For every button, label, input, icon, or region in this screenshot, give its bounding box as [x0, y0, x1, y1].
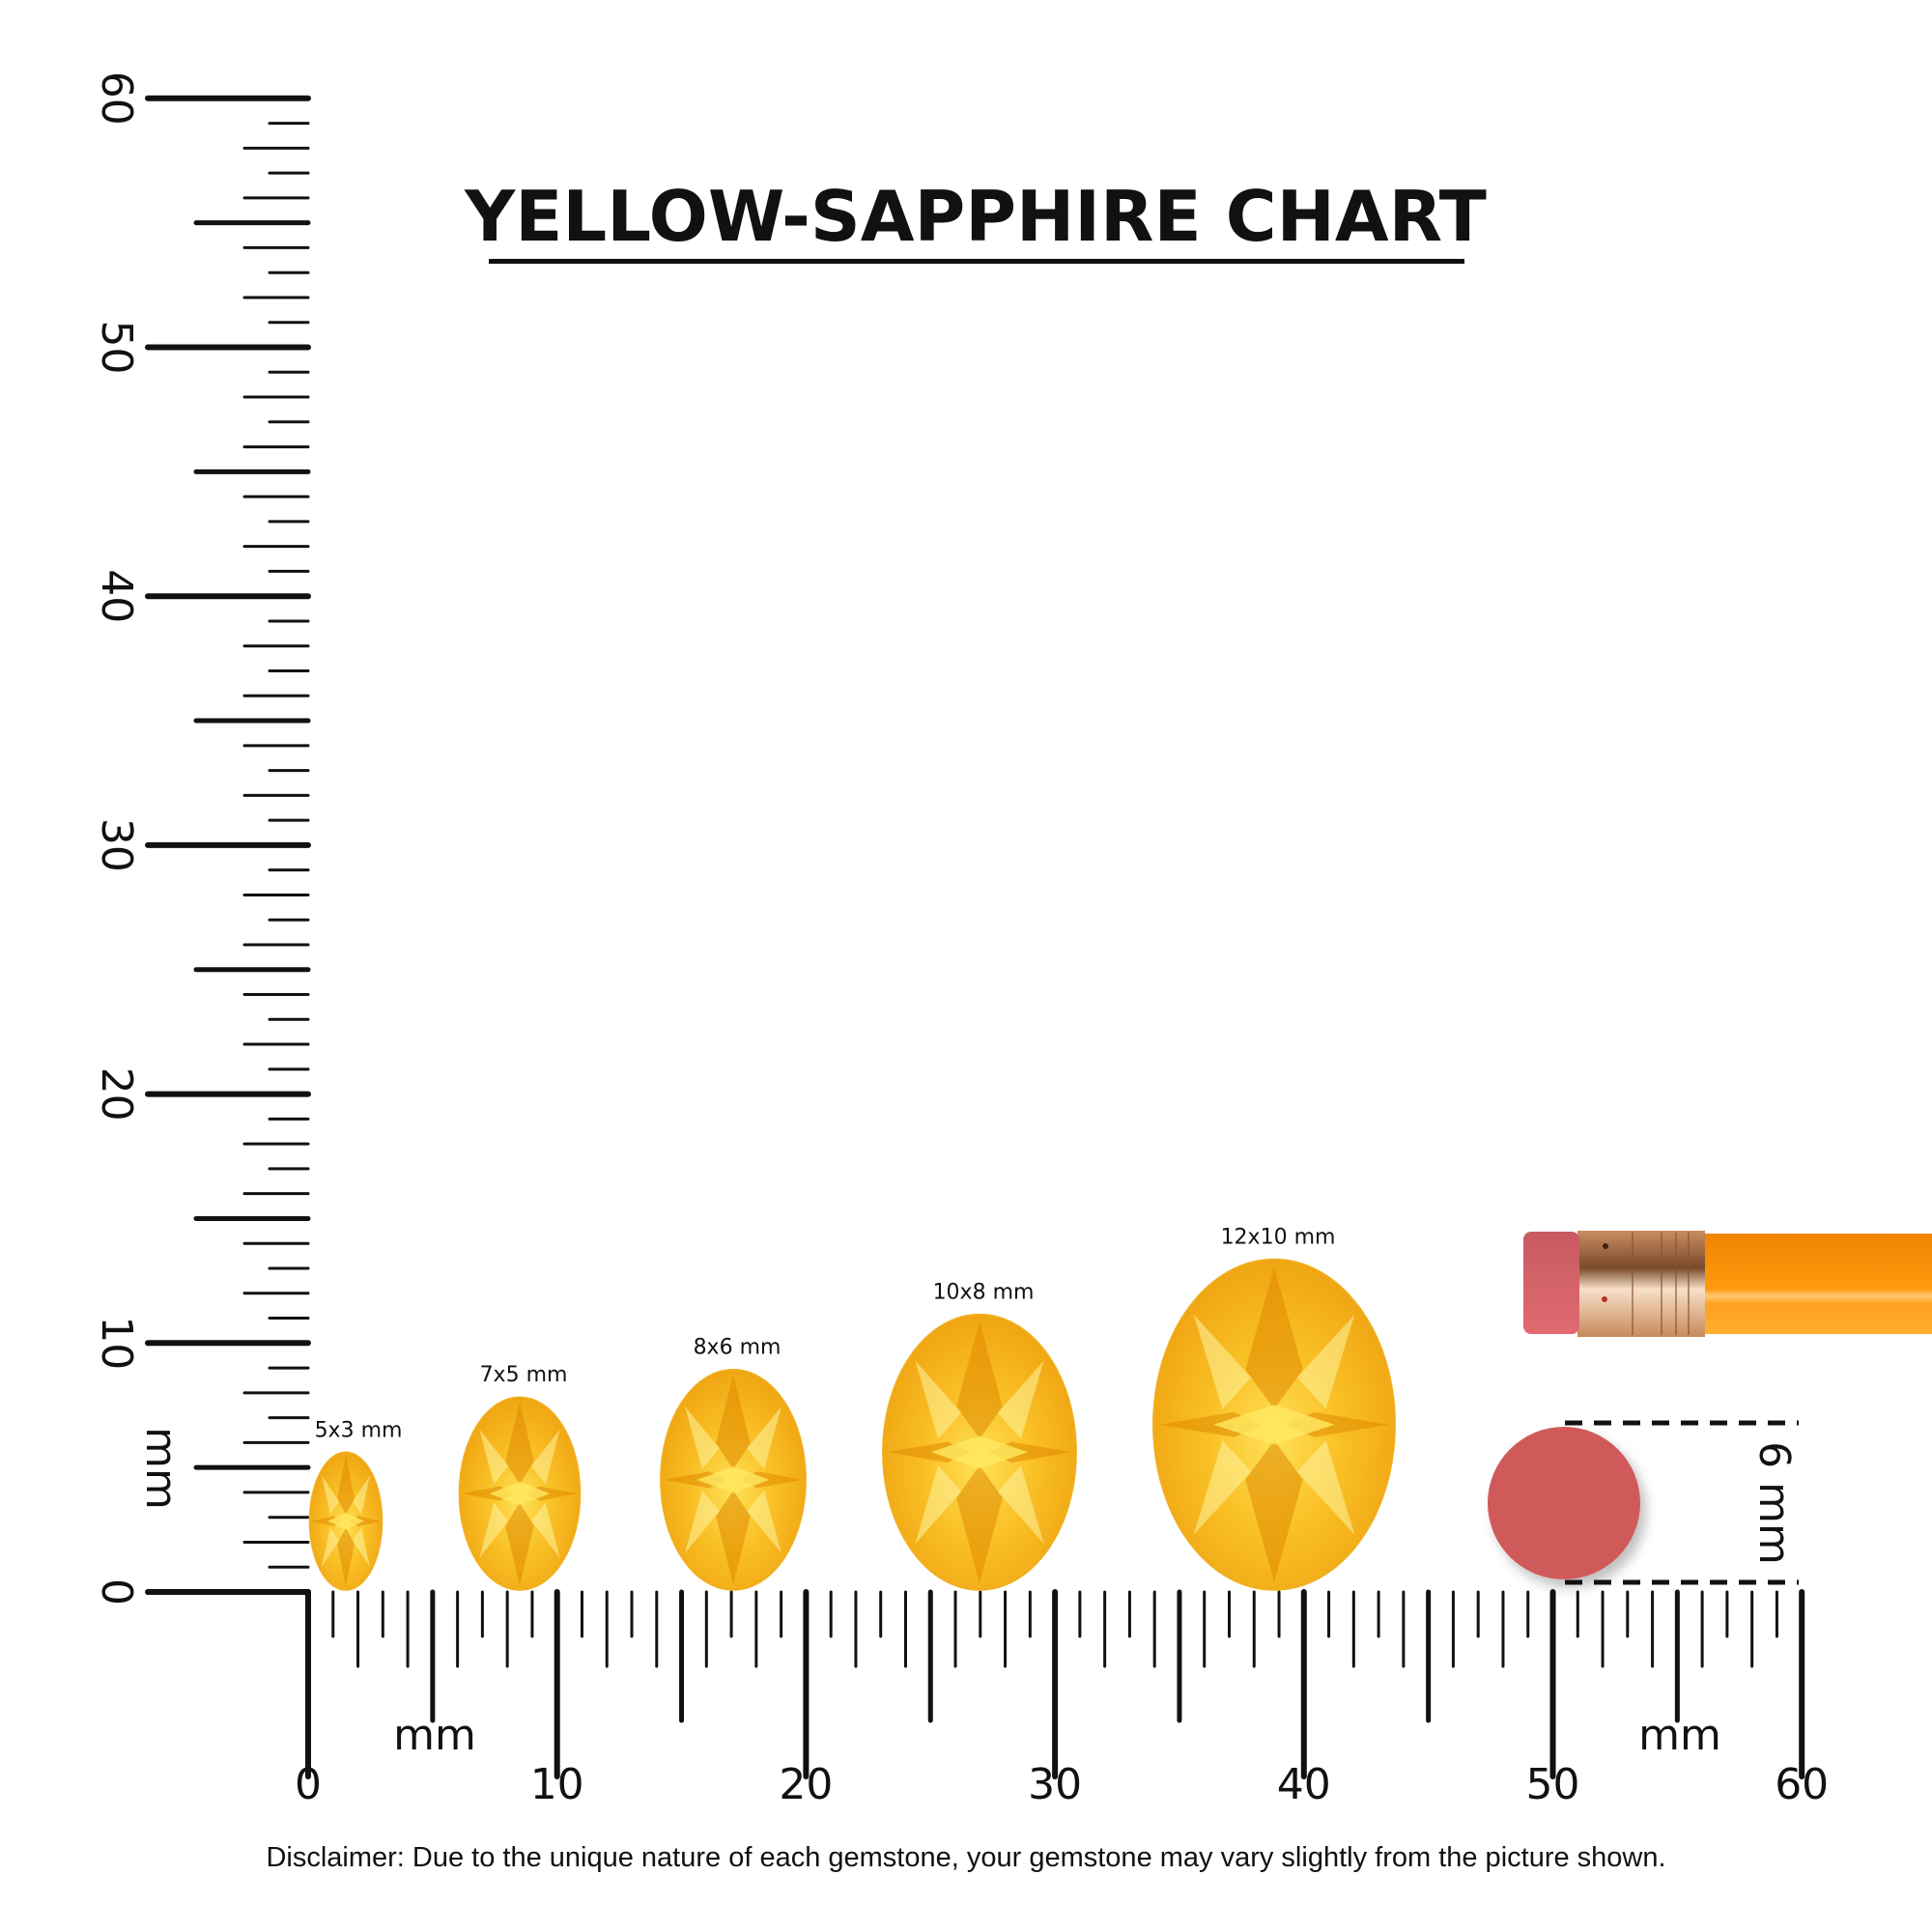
- gem-size-label: 8x6 mm: [694, 1336, 781, 1360]
- vertical-tick-label: 40: [92, 569, 141, 623]
- vertical-tick-label: 20: [92, 1067, 141, 1122]
- eraser-reference: [1488, 1427, 1640, 1579]
- gemstone: 8x6 mm: [660, 1336, 807, 1591]
- horizontal-tick-label: 60: [1775, 1760, 1829, 1809]
- gemstone: 10x8 mm: [882, 1281, 1077, 1591]
- chart-title: YELLOW-SAPPHIRE CHART: [464, 176, 1487, 257]
- disclaimer: Disclaimer: Due to the unique nature of …: [266, 1842, 1665, 1873]
- vertical-tick-label: 30: [92, 818, 141, 872]
- horizontal-tick-label: 40: [1277, 1760, 1331, 1809]
- title-underline: [489, 259, 1464, 264]
- pencil-body: [1704, 1234, 1932, 1334]
- eraser-size-label: 6 mm: [1749, 1441, 1799, 1565]
- vertical-ruler-labels: 0 10 20 30 40 50 60: [92, 71, 141, 1605]
- horizontal-ruler-labels: 0 10 20 30 40 50 60: [295, 1760, 1829, 1809]
- vertical-unit-label: mm: [136, 1427, 185, 1510]
- vertical-tick-label: 0: [92, 1578, 141, 1605]
- gem-size-label: 5x3 mm: [315, 1418, 403, 1442]
- horizontal-tick-label: 10: [530, 1760, 584, 1809]
- pencil-ferrule: [1577, 1231, 1705, 1337]
- horizontal-unit-label-right: mm: [1638, 1711, 1721, 1760]
- vertical-tick-label: 10: [92, 1316, 141, 1370]
- gem-size-label: 10x8 mm: [933, 1281, 1035, 1305]
- gemstone: 7x5 mm: [458, 1363, 582, 1591]
- gemstone: 12x10 mm: [1152, 1226, 1396, 1591]
- gemstone: 5x3 mm: [308, 1418, 403, 1591]
- pencil-image: [1523, 1231, 1932, 1337]
- horizontal-tick-label: 20: [779, 1760, 833, 1809]
- horizontal-tick-label: 50: [1526, 1760, 1580, 1809]
- horizontal-unit-label-left: mm: [393, 1711, 476, 1760]
- gem-size-label: 7x5 mm: [480, 1363, 568, 1387]
- pencil-eraser: [1523, 1232, 1579, 1334]
- horizontal-tick-label: 30: [1028, 1760, 1082, 1809]
- gemstones: 5x3 mm 7x5 mm 8x6 mm 10x8 mm 12x10 mm: [308, 1226, 1396, 1591]
- horizontal-ruler: [305, 1589, 1805, 1779]
- vertical-ruler: [145, 95, 311, 1595]
- horizontal-tick-label: 0: [295, 1760, 322, 1809]
- gem-size-label: 12x10 mm: [1221, 1226, 1336, 1250]
- vertical-tick-label: 60: [92, 71, 141, 126]
- vertical-tick-label: 50: [92, 321, 141, 375]
- gem-facets: [462, 1402, 578, 1586]
